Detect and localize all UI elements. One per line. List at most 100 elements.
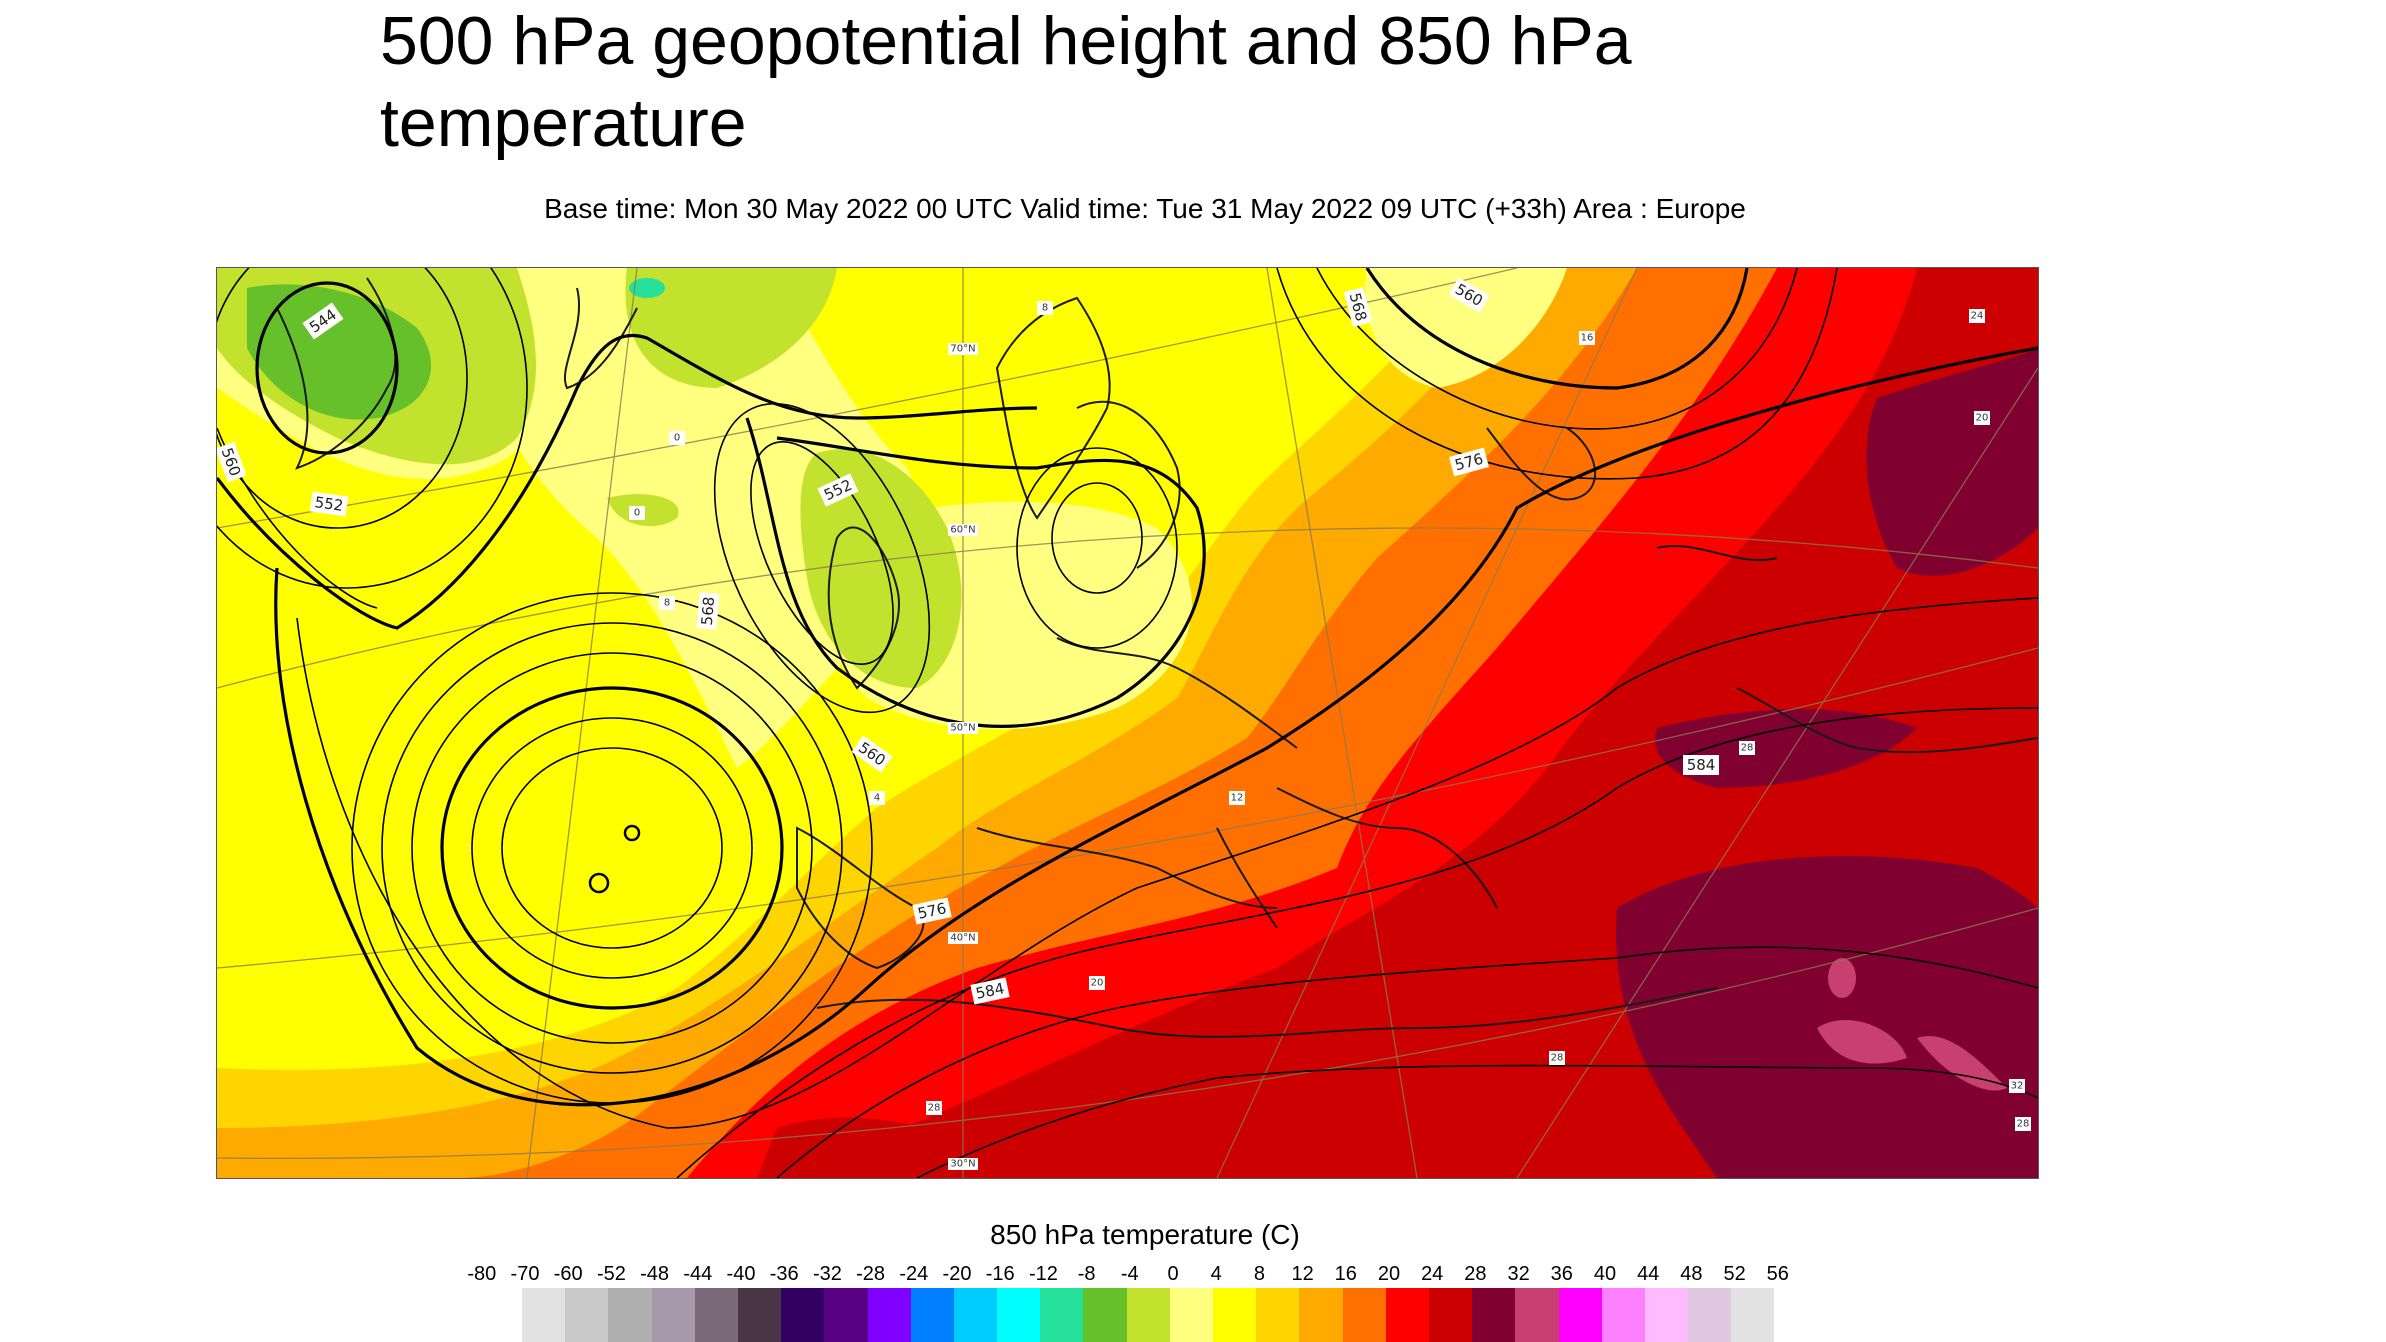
colorbar-tick-label: 8 — [1253, 1263, 1265, 1285]
colorbar-tick-label: 44 — [1637, 1263, 1660, 1285]
weather-map: 70°N 60°N 50°N 40°N 30°N 0 0 8 4 8 12 16 20 24 20 28 28… — [216, 267, 2039, 1179]
colorbar-swatch — [1126, 1288, 1170, 1342]
colorbar-swatch — [608, 1288, 652, 1342]
latitude-label: 40°N — [948, 932, 978, 944]
latitude-label: 0 — [629, 506, 645, 520]
colorbar-swatch — [737, 1288, 782, 1342]
svg-text:0: 0 — [674, 433, 680, 444]
svg-text:576: 576 — [916, 899, 948, 923]
latitude-labels: 70°N 60°N 50°N 40°N 30°N — [948, 343, 978, 1170]
colorbar-title: 850 hPa temperature (C) — [990, 1219, 1300, 1250]
chart-title: 500 hPa geopotential height and 850 hPa … — [380, 3, 1632, 161]
contour-label: 584 — [1683, 755, 1719, 775]
colorbar-swatch — [1299, 1288, 1343, 1342]
latitude-label: 32 — [2009, 1079, 2025, 1093]
svg-text:20: 20 — [1091, 978, 1104, 989]
svg-text:28: 28 — [1551, 1053, 1564, 1064]
svg-text:70°N: 70°N — [950, 344, 975, 355]
latitude-label: 12 — [1229, 791, 1245, 805]
svg-text:568: 568 — [698, 596, 718, 626]
colorbar-tick-label: -40 — [726, 1263, 756, 1285]
map-canvas: 70°N 60°N 50°N 40°N 30°N 0 0 8 4 8 12 16 20 24 20 28 28… — [217, 268, 2038, 1178]
colorbar-swatch — [1083, 1288, 1127, 1342]
svg-text:8: 8 — [664, 598, 670, 609]
geopotential-contours — [217, 268, 2038, 1178]
chart-subtitle: Base time: Mon 30 May 2022 00 UTC Valid … — [544, 193, 1746, 224]
colorbar-swatch — [953, 1288, 998, 1342]
colorbar-swatch — [1256, 1288, 1300, 1342]
colorbar-tick-label: -8 — [1077, 1263, 1096, 1285]
colorbar-tick-labels: -80 -70 -60 -52 -48 -44 -40 -36 -32 -28 -24 -20 -16-… — [0, 1262, 2386, 1286]
colorbar-swatch — [1731, 1288, 1775, 1342]
svg-text:32: 32 — [2011, 1081, 2024, 1092]
colorbar-tick-label: -80 — [467, 1263, 497, 1285]
colorbar-tick-label: -52 — [596, 1263, 626, 1285]
colorbar-tick-label: 36 — [1550, 1263, 1573, 1285]
latitude-label: 50°N — [948, 722, 978, 734]
colorbar-swatch — [522, 1288, 566, 1342]
colorbar-swatch — [1040, 1288, 1084, 1342]
colorbar-tick-label: -24 — [899, 1263, 929, 1285]
colorbar-tick-label: 4 — [1210, 1263, 1222, 1285]
graticule — [217, 268, 2038, 1178]
latitude-label: 28 — [926, 1101, 942, 1115]
svg-text:30°N: 30°N — [950, 1159, 975, 1170]
contour-label: 568 — [696, 592, 720, 630]
latitude-label: 0 — [669, 431, 685, 445]
latitude-label: 30°N — [948, 1158, 978, 1170]
colorbar-tick-label: -20 — [942, 1263, 972, 1285]
colorbar-swatch — [1385, 1288, 1429, 1342]
colorbar-swatch — [1169, 1288, 1213, 1342]
svg-text:24: 24 — [1971, 311, 1984, 322]
latitude-label: 16 — [1579, 331, 1595, 345]
latitude-label: 28 — [1739, 741, 1755, 755]
contour-label: 576 — [1449, 447, 1489, 477]
colorbar-swatch — [997, 1288, 1041, 1342]
colorbar-swatch — [694, 1288, 738, 1342]
svg-text:4: 4 — [874, 793, 880, 804]
colorbar-tick-label: 12 — [1291, 1263, 1314, 1285]
colorbar-swatch — [651, 1288, 695, 1342]
colorbar-tick-label: -44 — [683, 1263, 713, 1285]
colorbar-tick-label: -4 — [1120, 1263, 1139, 1285]
svg-text:50°N: 50°N — [950, 723, 975, 734]
colorbar-swatch — [910, 1288, 954, 1342]
svg-text:60°N: 60°N — [950, 525, 975, 536]
colorbar-swatch — [867, 1288, 911, 1342]
svg-text:584: 584 — [974, 979, 1006, 1003]
colorbar-swatch — [1601, 1288, 1645, 1342]
colorbar-swatch — [1515, 1288, 1559, 1342]
colorbar-swatch — [1213, 1288, 1257, 1342]
colorbar-swatch — [1342, 1288, 1386, 1342]
coastlines — [276, 277, 2038, 1038]
colorbar-tick-label: 40 — [1593, 1263, 1617, 1285]
latitude-label: 60°N — [948, 524, 978, 536]
colorbar-tick-label: 20 — [1377, 1263, 1401, 1285]
svg-text:28: 28 — [2017, 1119, 2030, 1130]
latitude-label: 8 — [1037, 301, 1053, 315]
svg-text:552: 552 — [314, 493, 345, 515]
svg-text:40°N: 40°N — [950, 933, 975, 944]
colorbar-tick-label: 48 — [1680, 1263, 1703, 1285]
colorbar-swatch — [781, 1288, 825, 1342]
contour-label: 584 — [970, 977, 1010, 1005]
colorbar-tick-label: -32 — [812, 1263, 842, 1285]
svg-text:28: 28 — [928, 1103, 941, 1114]
colorbar-tick-label: 0 — [1167, 1263, 1179, 1285]
svg-text:28: 28 — [1741, 743, 1754, 754]
latitude-label: 8 — [659, 596, 675, 610]
colorbar-swatch — [1688, 1288, 1732, 1342]
colorbar-tick-label: 24 — [1421, 1263, 1444, 1285]
colorbar-tick-label: -16 — [985, 1263, 1015, 1285]
colorbar-swatch — [1428, 1288, 1473, 1342]
colorbar — [522, 1288, 1775, 1342]
latitude-label: 28 — [1549, 1051, 1565, 1065]
colorbar-tick-label: 56 — [1766, 1263, 1789, 1285]
colorbar-swatch — [1558, 1288, 1602, 1342]
colorbar-tick-label: 16 — [1334, 1263, 1357, 1285]
svg-text:16: 16 — [1581, 333, 1594, 344]
colorbar-tick-label: 52 — [1723, 1263, 1746, 1285]
latitude-label: 4 — [869, 791, 885, 805]
latitude-label: 20 — [1974, 411, 1990, 425]
colorbar-swatch — [1472, 1288, 1516, 1342]
